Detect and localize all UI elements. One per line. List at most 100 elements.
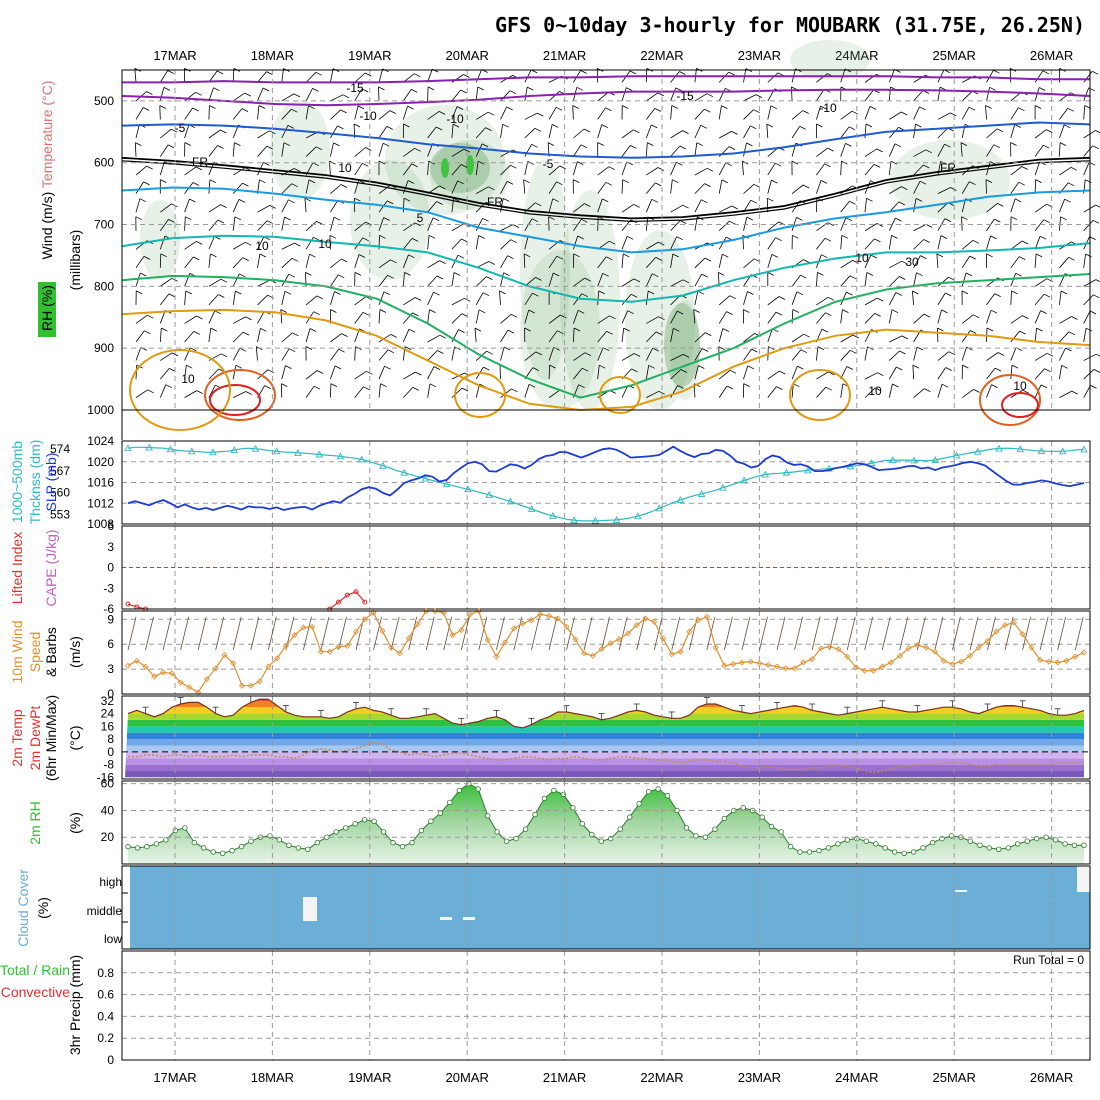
wind-barb — [621, 236, 628, 250]
wind-barb-flag — [820, 105, 827, 110]
wind-barb-flag — [994, 367, 1002, 372]
wind-barb-flag — [802, 184, 810, 189]
date-label-top: 19MAR — [348, 48, 391, 63]
wind-barb — [670, 105, 673, 120]
wind-barb — [548, 389, 561, 398]
wind-barb-flag — [488, 186, 495, 191]
precip-convective-label: Convective — [1, 984, 70, 1000]
wind-barb — [403, 387, 414, 398]
wind-barb-flag — [874, 313, 881, 317]
wind10m-barb — [373, 616, 382, 651]
wind-barb-flag — [778, 296, 786, 300]
wind-barb-flag — [849, 200, 856, 205]
wind-barb — [305, 254, 310, 268]
wind-barb-flag — [330, 309, 337, 313]
wind-barb-flag — [460, 164, 468, 168]
temp2m-tick-label: 16 — [101, 719, 115, 733]
wind10m-point — [659, 635, 667, 642]
rh2m-point — [740, 805, 746, 811]
wind-barb-flag — [895, 217, 902, 222]
wind10m-point — [747, 658, 754, 665]
wind-barb-flag — [1092, 219, 1100, 224]
cloud-gap — [955, 890, 967, 892]
wind-barb-flag — [679, 145, 686, 150]
wind-barb — [159, 253, 162, 268]
wind-barb — [646, 92, 659, 102]
wind-barb — [305, 179, 310, 194]
wind-barb — [378, 309, 381, 324]
wind-barb — [427, 86, 429, 101]
wind-barb — [718, 162, 727, 176]
rh2m-point — [1015, 841, 1021, 847]
wind-barb — [403, 147, 415, 157]
wind-barb — [621, 294, 632, 306]
rh2m-point — [494, 829, 500, 835]
wind10m-barb — [636, 616, 646, 651]
rh2m-point — [352, 821, 358, 827]
wind-barb-flag — [553, 272, 560, 277]
wind-barb — [427, 201, 437, 213]
wind-barb-flag — [537, 112, 544, 117]
wind-barb-flag — [165, 384, 172, 389]
wind-barb — [961, 90, 973, 102]
wind10m-point — [1045, 658, 1052, 665]
wind-barb-flag — [193, 256, 200, 261]
rh-shade-region — [625, 230, 695, 410]
wind-barb-flag — [901, 186, 908, 190]
wind10m-point — [984, 637, 991, 644]
wind-barb — [330, 184, 342, 194]
wind-barb-flag — [378, 160, 386, 165]
rh2m-point — [683, 825, 690, 831]
wind-barb-flag — [696, 142, 703, 147]
wind-barb-flag — [623, 327, 630, 332]
date-label-bottom: 18MAR — [251, 1070, 294, 1085]
wind-barb-flag — [532, 292, 539, 297]
wind-barb-flag — [523, 179, 530, 184]
wind-barb — [427, 126, 437, 139]
wind-barb — [816, 272, 818, 287]
wind10m-point — [844, 653, 851, 660]
wind-barb — [402, 272, 405, 287]
wind-barb-flag — [750, 125, 757, 130]
wind-barb-flag — [217, 219, 225, 224]
isotherm-label: -10 — [446, 112, 464, 126]
wind-barb — [305, 237, 314, 250]
wind-barb-flag — [1060, 216, 1067, 221]
isotherm-neg15 — [122, 75, 1090, 84]
wind10m-point — [651, 618, 658, 625]
wind10m-point — [993, 628, 1000, 635]
wind-barb-flag — [705, 332, 712, 336]
wind-barb-flag — [633, 129, 640, 134]
slp-tick-label: 1012 — [87, 496, 114, 510]
wind-barb — [500, 255, 508, 269]
panel-axis-label: 1000~500mb — [9, 441, 25, 523]
wind-barb-flag — [729, 220, 736, 225]
wind-barb — [670, 328, 674, 343]
wind-barb-flag — [985, 105, 992, 109]
rh2m-point — [664, 793, 671, 799]
wind-barb-flag — [452, 123, 460, 128]
wind-barb-flag — [210, 253, 217, 258]
wind-barb-flag — [168, 293, 176, 298]
thickness-point — [931, 456, 940, 464]
wind-barb-flag — [245, 391, 252, 395]
wind-barb — [475, 276, 487, 287]
wind-barb — [354, 221, 366, 232]
wind-barb-flag — [535, 351, 542, 356]
wind-barb-flag — [407, 180, 415, 184]
wind-barb-flag — [990, 309, 998, 314]
wind10m-tick-label: 3 — [107, 662, 114, 676]
wind-barb-flag — [242, 331, 250, 336]
wind-barb — [816, 105, 821, 120]
rh-contour-label: 30 — [905, 255, 919, 269]
wind10m-point — [151, 673, 158, 680]
wind-barb-flag — [196, 390, 203, 394]
wind-barb — [573, 352, 586, 361]
rh2m-point — [627, 814, 633, 820]
wind-barb — [816, 89, 825, 102]
wind-barb-flag — [499, 290, 506, 295]
rh2m-point — [816, 847, 822, 854]
wind-barb — [1010, 315, 1023, 324]
wind-barb-flag — [169, 368, 176, 372]
wind-barb-flag — [264, 385, 271, 389]
